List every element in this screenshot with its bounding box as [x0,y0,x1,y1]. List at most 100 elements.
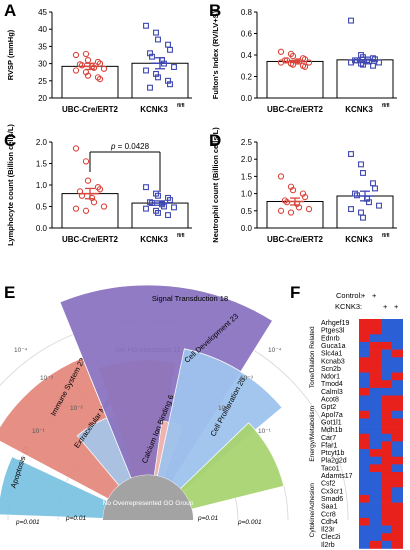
plus-sign: + [394,302,399,311]
heatmap-cell [359,472,370,480]
heatmap-cell [359,494,370,503]
heatmap-cell [381,357,392,366]
heatmap-cell [370,395,381,404]
ring-label: 10⁻¹ [258,428,272,435]
heatmap-cell [359,441,370,450]
data-point [96,60,104,67]
heatmap-cell [381,533,392,542]
center-label: No Overrepresented GO Group [103,500,194,507]
gene-label: Ptges3l [321,328,345,335]
heatmap-cell [359,456,370,465]
gene-label: Got1l1 [321,419,342,426]
gene-label: Guca1a [321,343,346,350]
data-point [366,199,372,206]
heatmap-cell [381,464,392,473]
gene-label: Acot8 [321,397,339,404]
data-point [277,173,285,180]
heatmap-cell [370,364,381,373]
x-category-superscript: fl/fl [177,103,185,109]
heatmap-cell [370,456,381,465]
heatmap-cell [381,494,392,503]
gene-label: Car7 [321,435,336,442]
data-point [84,72,92,79]
heatmap-cell [370,349,381,358]
heatmap-cell [392,441,403,450]
control-header: Control: [336,291,362,300]
data-point [72,205,80,212]
heatmap-cell [381,487,392,496]
data-point [161,203,167,210]
heatmap-cell [370,540,381,549]
heatmap-cell [370,464,381,473]
data-point [348,59,354,66]
gene-label: Ccr8 [321,511,336,518]
data-point [283,57,291,64]
data-point [143,205,149,212]
panel-f: F Control:KCNK3:+ ++ +Arhgef19Ptges3lEdnrbG… [290,283,403,549]
panel-a: A 20 25 30 35 40 45 RVSP (mmHg) UBC-Cre/ERT2 KCNK… [4,1,192,114]
gene-label: Il23r [321,527,335,534]
heatmap-cell [370,487,381,496]
heatmap-cell [392,494,403,503]
y-tick-label: 0.5 [36,203,48,212]
x-category-superscript: fl/fl [382,233,390,239]
heatmap-cell [392,479,403,488]
data-point [366,58,372,65]
heatmap-cell [392,395,403,404]
data-point [82,50,90,58]
heatmap-cell [359,533,370,542]
heatmap-cell [370,372,381,381]
heatmap-cell [392,525,403,534]
heatmap-cell [381,456,392,465]
data-point [348,17,354,24]
gene-label: Ptcyt1b [321,450,344,457]
data-point [147,84,153,91]
heatmap-cell [370,341,381,350]
data-point [289,187,297,194]
heatmap-cell [370,433,381,442]
panel-letter: D [209,131,221,150]
gene-label: Taco1 [321,465,340,472]
heatmap-cell [381,403,392,412]
data-point [82,158,90,165]
y-axis-label: Lymphocyte count (Billion cells/L) [6,124,15,246]
heatmap-cell [359,487,370,496]
gene-label: Scn2b [321,366,341,373]
data-point [165,212,171,219]
heatmap-cell [359,502,370,511]
heatmap-cell [381,418,392,427]
x-category-superscript: fl/fl [382,103,390,109]
y-tick-label: 2.0 [241,155,253,164]
y-tick-label: 1.5 [36,160,48,169]
ring-label: 10⁻⁴ [14,347,28,354]
data-point [84,57,92,64]
gene-label: Gpt2 [321,404,336,411]
data-point [82,207,90,214]
heatmap-cell [370,510,381,519]
data-point [167,197,173,203]
group-label: Cytokine/Adhesion [309,483,316,538]
data-point [90,64,98,71]
heatmap-cell [381,441,392,450]
heatmap-cell [359,364,370,373]
heatmap-cell [392,341,403,350]
gene-label: Saa1 [321,504,337,511]
y-tick-label: 2.5 [241,138,253,147]
heatmap-cell [359,525,370,534]
heatmap-cell [370,533,381,542]
data-point [289,52,297,60]
y-tick-label: 35 [38,42,47,51]
p-threshold-label: p=0.001 [15,519,40,526]
panel-letter: C [4,131,16,150]
heatmap-cell [359,510,370,519]
group-label: Energy/Metabolism [309,406,316,462]
panel-letter: A [4,1,16,20]
y-tick-label: 40 [38,25,47,34]
heatmap-cell [381,510,392,519]
data-point [143,184,149,191]
heatmap-cell [359,403,370,412]
heatmap-cell [359,449,370,457]
heatmap-cell [392,364,403,373]
plus-sign: + [361,291,366,300]
